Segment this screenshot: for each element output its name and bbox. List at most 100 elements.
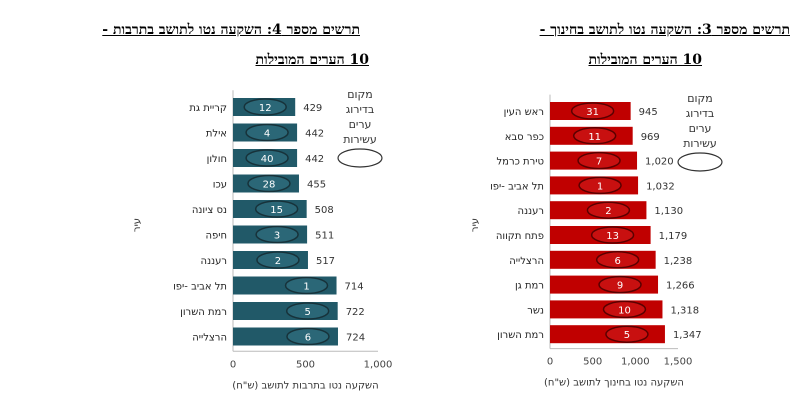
chart4-value-label: 442 bbox=[305, 154, 324, 165]
chart4-value-label: 517 bbox=[316, 256, 335, 267]
chart4-rank-label: 1 bbox=[303, 282, 309, 293]
chart3-legend-text: בדירוג bbox=[686, 107, 715, 120]
chart4-rank-ellipse bbox=[245, 149, 289, 167]
chart4-value-label: 724 bbox=[346, 333, 365, 344]
chart4-category-label: קריית גת bbox=[189, 103, 227, 114]
chart3-category-label: תל אביב -יפו bbox=[490, 181, 544, 192]
chart4-rank-ellipse bbox=[256, 251, 300, 269]
chart4-value-label: 429 bbox=[303, 103, 322, 114]
chart4-value-label: 511 bbox=[315, 231, 334, 242]
chart3-value-label: 1,020 bbox=[645, 157, 674, 168]
chart3-rank-ellipse bbox=[590, 226, 635, 244]
chart3-title-line1: תרשים מספר 3: השקעה נטו לתושב בחינוך - bbox=[539, 22, 790, 38]
chart3-rank-label: 13 bbox=[606, 231, 619, 242]
chart4-category-label: רעננה bbox=[201, 256, 227, 267]
chart3-rank-label: 10 bbox=[618, 305, 631, 316]
chart3-rank-label: 2 bbox=[605, 206, 611, 217]
chart4-rank-label: 12 bbox=[259, 103, 272, 114]
chart3-x-tick-label: 0 bbox=[547, 357, 553, 368]
chart3-rank-label: 1 bbox=[597, 181, 603, 192]
chart4-value-label: 455 bbox=[307, 180, 326, 191]
chart3-category-label: כפר סבא bbox=[505, 132, 544, 143]
chart4-category-label: תל אביב -יפו bbox=[173, 282, 227, 293]
chart3-category-label: רמת גן bbox=[515, 281, 544, 292]
chart3-rank-label: 5 bbox=[624, 330, 630, 341]
chart4-category-label: חיפה bbox=[205, 231, 227, 242]
chart3-category-label: טירת כרמל bbox=[496, 157, 544, 168]
chart3-rank-ellipse bbox=[598, 275, 642, 294]
chart3-rank-label: 11 bbox=[588, 132, 601, 143]
chart4-rank-ellipse bbox=[247, 174, 291, 193]
chart3-rank-ellipse bbox=[578, 176, 622, 195]
chart4-category-label: הרצלייה bbox=[192, 333, 227, 344]
chart3-title-line2: 10 הערים המובילות bbox=[588, 52, 702, 68]
chart4-rank-label: 28 bbox=[263, 180, 276, 191]
chart4-rank-ellipse bbox=[284, 276, 329, 295]
chart3-rank-label: 6 bbox=[614, 256, 620, 267]
chart4-x-axis-label: השקעה נטו בתרבות לתושב (ש"ח) bbox=[232, 380, 378, 391]
chart3-value-label: 1,318 bbox=[670, 305, 699, 316]
chart3-category-label: ראש העין bbox=[504, 107, 544, 118]
chart4-rank-label: 6 bbox=[305, 333, 311, 344]
chart3-category-label: רעננה bbox=[518, 206, 544, 217]
chart4-rank-ellipse bbox=[254, 200, 299, 218]
chart3-x-tick-label: 1,000 bbox=[621, 357, 650, 368]
chart3-category-label: נשר bbox=[527, 305, 544, 316]
chart4-rank-label: 3 bbox=[274, 231, 280, 242]
chart4-category-label: אילת bbox=[206, 129, 227, 140]
chart3-x-axis-label: השקעה נטו בחינוך לתושב (ש"ח) bbox=[544, 378, 684, 389]
chart3-rank-ellipse bbox=[602, 300, 647, 319]
chart3-x-tick-label: 1,500 bbox=[664, 357, 693, 368]
chart3-legend-text: מקום bbox=[687, 92, 713, 105]
chart4-category-label: עכו bbox=[213, 180, 227, 191]
chart4-value-label: 442 bbox=[305, 129, 324, 140]
chart4-y-axis-label: עיר bbox=[132, 218, 143, 232]
chart4-legend-text: ערים bbox=[349, 118, 372, 131]
chart3-value-label: 1,130 bbox=[654, 206, 683, 217]
chart3-x-tick-label: 500 bbox=[583, 357, 602, 368]
chart4-x-tick-label: 0 bbox=[230, 359, 236, 370]
chart4-rank-label: 15 bbox=[270, 205, 283, 216]
chart4-category-label: נס ציונה bbox=[192, 205, 227, 216]
chart4-value-label: 508 bbox=[315, 205, 334, 216]
chart3-rank-label: 7 bbox=[596, 157, 602, 168]
chart4-legend-text: מקום bbox=[347, 88, 373, 101]
chart4-title-line2: 10 הערים המובילות bbox=[255, 52, 369, 68]
chart4-category-label: רמת השרון bbox=[180, 307, 227, 318]
chart4-rank-ellipse bbox=[243, 98, 287, 116]
chart4-rank-label: 40 bbox=[261, 154, 274, 165]
chart3-rank-ellipse bbox=[577, 151, 621, 170]
chart3-category-label: הרצלייה bbox=[509, 256, 544, 267]
chart3-value-label: 1,179 bbox=[659, 231, 688, 242]
chart3-rank-ellipse bbox=[605, 325, 649, 343]
chart4-rank-ellipse bbox=[255, 225, 299, 244]
chart3-rank-ellipse bbox=[572, 127, 617, 145]
chart3-rank-label: 31 bbox=[586, 107, 599, 118]
chart4-category-label: חולון bbox=[207, 154, 227, 165]
chart4-legend-text: עשירות bbox=[343, 133, 377, 146]
chart4-x-tick-label: 500 bbox=[296, 359, 315, 370]
chart3-category-label: פתח תקווה bbox=[496, 231, 544, 242]
chart4-rank-label: 5 bbox=[305, 307, 311, 318]
chart4-rank-label: 4 bbox=[264, 129, 270, 140]
chart3-legend-ellipse bbox=[677, 152, 723, 172]
chart3-y-axis-label: עיר bbox=[470, 218, 481, 232]
chart4-title-line1: תרשים מספר 4: השקעה נטו לתושב בתרבות - bbox=[102, 22, 360, 38]
chart3-rank-label: 9 bbox=[617, 281, 623, 292]
chart3-value-label: 1,347 bbox=[673, 330, 702, 341]
chart4-rank-ellipse bbox=[245, 123, 289, 142]
chart3-category-label: רמת השרון bbox=[497, 330, 544, 341]
chart3-value-label: 1,032 bbox=[646, 181, 675, 192]
chart4-rank-ellipse bbox=[286, 327, 330, 346]
chart3-rank-ellipse bbox=[586, 201, 631, 219]
chart3-legend-text: ערים bbox=[689, 122, 712, 135]
chart4-legend-text: בדירוג bbox=[346, 103, 375, 116]
chart4-x-tick-label: 1,000 bbox=[364, 359, 393, 370]
chart3-value-label: 945 bbox=[639, 107, 658, 118]
chart3-value-label: 1,266 bbox=[666, 281, 695, 292]
chart4-legend-ellipse bbox=[337, 148, 383, 168]
chart4-value-label: 714 bbox=[345, 282, 364, 293]
chart4-value-label: 722 bbox=[346, 307, 365, 318]
chart3-legend-text: עשירות bbox=[683, 137, 717, 150]
